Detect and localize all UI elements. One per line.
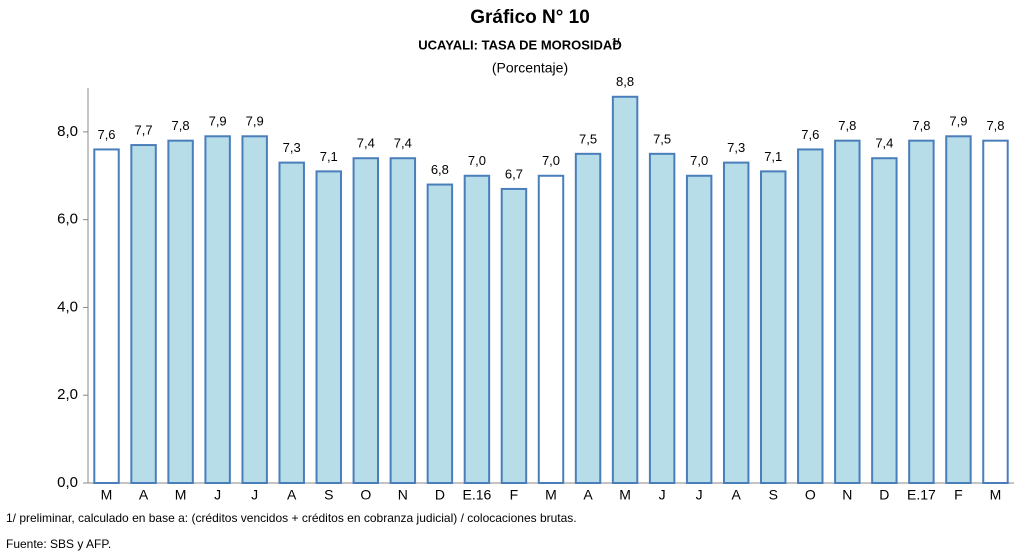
x-tick-label: J (251, 487, 258, 503)
value-label: 7,8 (172, 118, 190, 133)
bar (241, 135, 268, 484)
bar (167, 139, 194, 485)
bar (574, 152, 602, 484)
value-label: 7,4 (875, 136, 893, 151)
bar (871, 157, 898, 484)
bar (463, 174, 491, 484)
value-label: 7,1 (764, 149, 782, 164)
value-label: 7,6 (801, 127, 819, 142)
bar (982, 139, 1009, 485)
value-label: 7,9 (209, 114, 227, 129)
unit-label: (Porcentaje) (492, 60, 568, 76)
bar (426, 183, 454, 485)
x-tick-label: N (842, 487, 852, 503)
bar (834, 139, 861, 485)
x-tick-label: J (214, 487, 221, 503)
bar (797, 148, 824, 484)
value-label: 7,1 (320, 149, 338, 164)
x-tick-label: S (769, 487, 778, 503)
value-label: 7,5 (653, 131, 671, 146)
bar (537, 174, 565, 484)
source: Fuente: SBS y AFP. (6, 537, 111, 551)
value-label: 6,8 (431, 162, 449, 177)
value-label: 7,8 (838, 118, 856, 133)
x-tick-label: D (879, 487, 889, 503)
value-label: 7,7 (135, 122, 153, 137)
x-tick-label: M (101, 487, 113, 503)
value-label: 7,8 (986, 118, 1004, 133)
x-tick-label: O (805, 487, 816, 503)
x-tick-label: F (510, 487, 519, 503)
bar (500, 187, 528, 484)
value-label: 7,8 (912, 118, 930, 133)
bar (722, 161, 750, 484)
chart-title: Gráfico N° 10 (470, 7, 590, 28)
value-label: 7,9 (949, 114, 967, 129)
x-tick-label: F (954, 487, 963, 503)
value-label: 7,3 (727, 140, 745, 155)
value-label: 7,0 (468, 153, 486, 168)
bar (648, 152, 676, 484)
bar (315, 170, 342, 484)
bar (685, 174, 713, 484)
x-tick-label: D (435, 487, 445, 503)
bar (389, 157, 417, 484)
value-label: 7,0 (690, 153, 708, 168)
x-tick-label: M (545, 487, 557, 503)
value-label: 7,5 (579, 131, 597, 146)
bar (204, 135, 231, 484)
bar (908, 139, 935, 485)
bar (352, 157, 380, 484)
value-label: 6,7 (505, 166, 523, 181)
subtitle-note: 1/ (612, 36, 620, 46)
bar (945, 135, 972, 484)
bar (130, 144, 157, 485)
y-tick-label: 4,0 (57, 298, 78, 315)
bar (93, 148, 120, 484)
y-tick-label: 6,0 (57, 211, 78, 228)
footnote: 1/ preliminar, calculado en base a: (cré… (6, 511, 577, 525)
y-tick-label: 8,0 (57, 123, 78, 140)
x-tick-label: A (583, 487, 593, 503)
chart-subtitle: UCAYALI: TASA DE MOROSIDAD (418, 37, 621, 52)
y-tick-label: 0,0 (57, 474, 78, 491)
x-tick-label: J (659, 487, 666, 503)
x-tick-label: J (696, 487, 703, 503)
x-tick-label: O (360, 487, 371, 503)
x-tick-label: M (619, 487, 631, 503)
value-label: 7,4 (394, 136, 412, 151)
value-label: 7,6 (97, 127, 115, 142)
x-tick-label: M (175, 487, 187, 503)
x-tick-label: A (287, 487, 297, 503)
value-label: 8,8 (616, 74, 634, 89)
x-tick-label: A (139, 487, 149, 503)
x-tick-label: M (990, 487, 1002, 503)
value-label: 7,4 (357, 136, 375, 151)
bar (278, 161, 305, 484)
y-tick-label: 2,0 (57, 386, 78, 403)
x-tick-label: S (324, 487, 333, 503)
x-tick-label: E.16 (463, 487, 492, 503)
x-tick-label: N (398, 487, 408, 503)
bar (611, 95, 639, 485)
bar (760, 170, 787, 484)
value-label: 7,0 (542, 153, 560, 168)
value-label: 7,9 (246, 114, 264, 129)
x-tick-label: E.17 (907, 487, 936, 503)
x-tick-label: A (732, 487, 742, 503)
value-label: 7,3 (283, 140, 301, 155)
